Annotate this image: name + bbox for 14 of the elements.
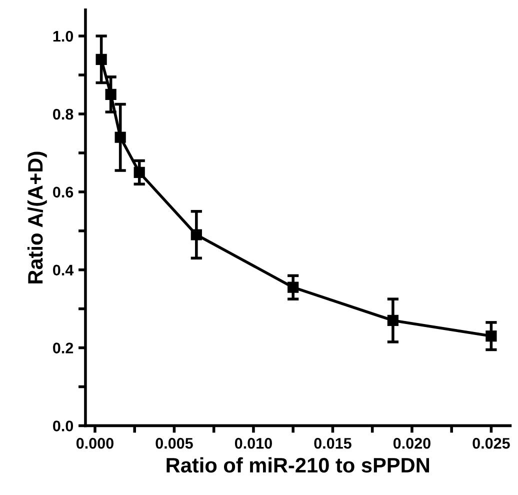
y-tick-label: 0.6 xyxy=(53,186,74,198)
x-tick-label: 0.025 xyxy=(472,438,510,449)
y-tick-label: 0.2 xyxy=(53,342,74,354)
y-tick-label: 1.0 xyxy=(53,30,74,42)
x-tick-label: 0.020 xyxy=(393,438,430,449)
y-tick-label: 0.8 xyxy=(53,108,74,120)
x-axis-title: Ratio of miR-210 to sPPDN xyxy=(166,457,429,473)
y-tick-label: 0.4 xyxy=(53,264,74,276)
x-tick-label: 0.005 xyxy=(156,438,193,449)
x-tick-label: 0.015 xyxy=(314,438,352,449)
x-tick-label: 0.010 xyxy=(234,438,272,449)
y-tick-label: 0.0 xyxy=(53,420,74,432)
x-tick-label: 0.000 xyxy=(76,438,114,449)
y-axis-title: Ratio A/(A+D) xyxy=(27,152,47,284)
